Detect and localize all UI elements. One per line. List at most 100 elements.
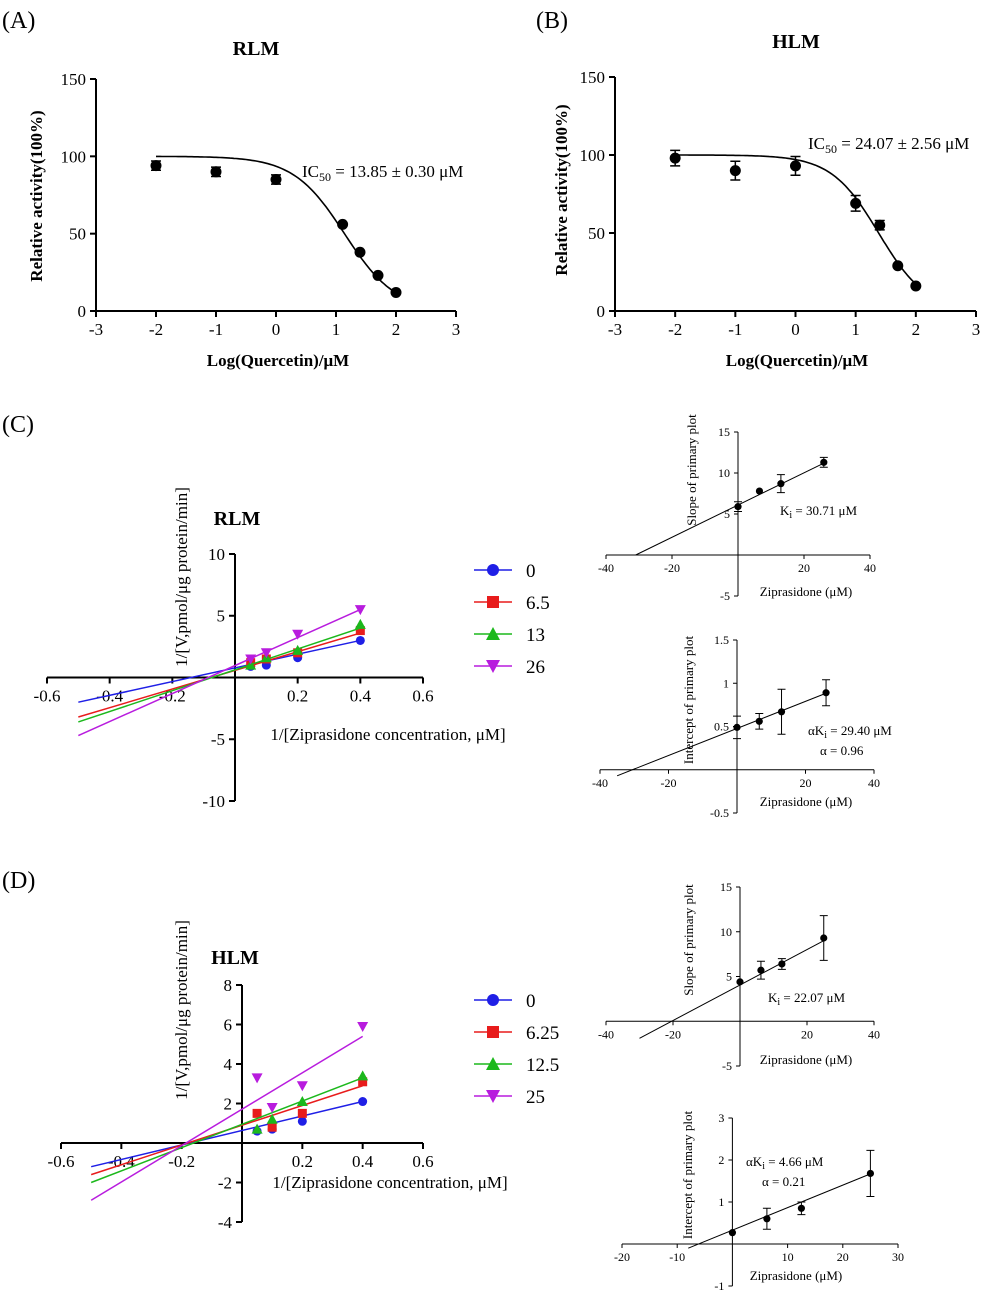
chart-c-main-xtick-label: 0.4 [350,687,372,706]
panel-label-a: (A) [2,8,35,34]
chart-c-slope-data-point [820,458,828,466]
chart-d-main-ytick-label: 4 [224,1055,233,1074]
chart-d-legend-label-6.25: 6.25 [526,1023,559,1044]
chart-d-slope-data-point [757,966,765,974]
chart-c-int-data-point [755,717,763,725]
chart-c-main-ytick-label: -5 [211,730,225,749]
chart-d-slope-ytick-label: 10 [720,925,732,939]
chart-d-legend-marker-0 [487,994,499,1006]
chart-d-main-ytick-label: 8 [224,976,233,995]
chart-c-slope-xlabel: Ziprasidone (μM) [760,584,853,599]
chart-c-xlabel: 1/[Ziprasidone concentration, μM] [270,725,505,744]
chart-c-main-ytick-label: 10 [208,545,225,564]
chart-c-slope-ytick-label: 15 [718,425,730,439]
chart-c-int-data-point [822,689,830,697]
chart-d-slope: Ziprasidone (μM) Slope of primary plot K… [598,880,880,1073]
chart-d-int-data-point [866,1169,875,1178]
chart-c-int-data-point [733,723,741,731]
chart-a-ytick-label: 100 [61,147,87,166]
chart-d-main-point-6.25 [252,1108,262,1118]
chart-d-legend-marker-6.25 [487,1026,499,1038]
chart-d-main-point-12.5 [266,1113,278,1124]
chart-b-xtick-label: -1 [728,320,742,339]
chart-d-main-xtick-label: 0.4 [352,1152,374,1171]
chart-d-main-point-25 [357,1021,369,1032]
chart-d-main-fit-line-25 [90,1035,364,1201]
chart-a-data-point [270,174,282,186]
chart-a-data-point [372,269,384,281]
chart-d-main-point-6.25 [358,1077,368,1087]
chart-a-xtick-label: 0 [272,320,281,339]
chart-a-xtick-label: 1 [332,320,341,339]
chart-c-title: RLM [214,508,261,530]
chart-d-main-xtick-label: 0.2 [292,1152,313,1171]
chart-d-slope-ytick-label: -5 [722,1059,732,1073]
chart-c-main-point-26 [245,654,257,665]
chart-b-title: HLM [772,31,820,53]
chart-d-main-point-25 [296,1081,308,1092]
chart-d-int-xtick-label: 30 [892,1250,904,1264]
chart-d-ylabel: 1/[V,pmol/μg protein/min] [172,920,191,1100]
chart-a-xtick-label: -2 [149,320,163,339]
chart-a-data-point [337,218,349,230]
chart-a-ytick-label: 0 [78,302,87,321]
chart-d-int-xtick-label: -10 [669,1250,685,1264]
chart-b-ytick-label: 150 [580,68,606,87]
chart-c-slope-annotation: Ki = 30.71 μM [780,503,857,521]
chart-c-main-ytick-label: -10 [202,792,225,811]
chart-c-legend-marker-26 [486,660,500,673]
chart-d-slope-xtick-label: -40 [598,1027,614,1041]
chart-b-ytick-label: 50 [588,224,605,243]
chart-c-legend-label-6.5: 6.5 [526,593,550,614]
chart-d-slope-fit-line [639,940,824,1039]
chart-d-int-data-point [763,1215,771,1223]
chart-c-main-point-13 [245,659,257,670]
chart-d-int-xtick-label: -20 [614,1250,630,1264]
chart-c-main-xtick-label: -0.6 [34,687,61,706]
chart-b-data-point [850,197,862,209]
chart-b: HLM Log(Quercetin)/μM Relative activity(… [552,31,980,370]
chart-a-xtick-label: -1 [209,320,223,339]
chart-b-xlabel: Log(Quercetin)/μM [726,351,868,370]
chart-b-data-point [790,160,801,172]
chart-b-xtick-label: 0 [791,320,800,339]
chart-d-int-annotation2: α = 0.21 [762,1174,805,1189]
chart-d-slope-ytick-label: 5 [726,970,732,984]
chart-d-main-xtick-label: -0.2 [168,1152,195,1171]
chart-c-slope-xtick-label: -20 [664,561,680,575]
chart-d-int-ytick-label: 2 [718,1153,724,1167]
chart-a-data-point [150,160,162,172]
chart-d-slope-xlabel: Ziprasidone (μM) [760,1052,853,1067]
chart-d-main: HLM 1/[Ziprasidone concentration, μM] 1/… [48,920,560,1232]
chart-c-slope-data-point [777,480,785,488]
chart-c-legend-label-26: 26 [526,657,545,678]
chart-a-annotation: IC50 = 13.85 ± 0.30 μM [302,162,463,184]
chart-a-ytick-label: 150 [61,70,87,89]
chart-b-data-point [729,165,741,177]
chart-d-legend-label-0: 0 [526,991,536,1012]
chart-d-main-point-0 [358,1097,368,1107]
chart-c-int-xtick-label: -40 [592,776,608,790]
chart-b-xtick-label: -3 [608,320,622,339]
chart-d-int-ytick-label: -1 [714,1279,724,1290]
chart-c-slope-ytick-label: -5 [720,589,730,603]
chart-d-xlabel: 1/[Ziprasidone concentration, μM] [272,1173,507,1192]
chart-a-title: RLM [233,38,280,60]
chart-a-ylabel: Relative activity(100%) [27,110,46,281]
chart-d-main-point-12.5 [251,1123,263,1134]
chart-c-legend-label-13: 13 [526,625,545,646]
chart-d-slope-data-point [736,978,744,986]
chart-d-intercept: Ziprasidone (μM) Intercept of primary pl… [614,1111,904,1290]
chart-c-slope-xtick-label: 40 [864,561,876,575]
chart-d-slope-ylabel: Slope of primary plot [681,884,696,996]
chart-c-int-ytick-label: 1.5 [714,633,729,647]
chart-c-main-point-6.5 [355,626,365,636]
chart-d-int-xtick-label: 10 [782,1250,794,1264]
chart-b-data-point [892,260,904,272]
chart-c-slope-data-point [755,487,764,495]
chart-a: RLM Log(Quercetin)/μM Relative activity(… [27,38,463,370]
chart-c-legend-label-0: 0 [526,561,536,582]
chart-d-int-ytick-label: 3 [718,1111,724,1125]
chart-d-int-ylabel: Intercept of primary plot [680,1111,695,1240]
chart-b-data-point [874,219,886,231]
